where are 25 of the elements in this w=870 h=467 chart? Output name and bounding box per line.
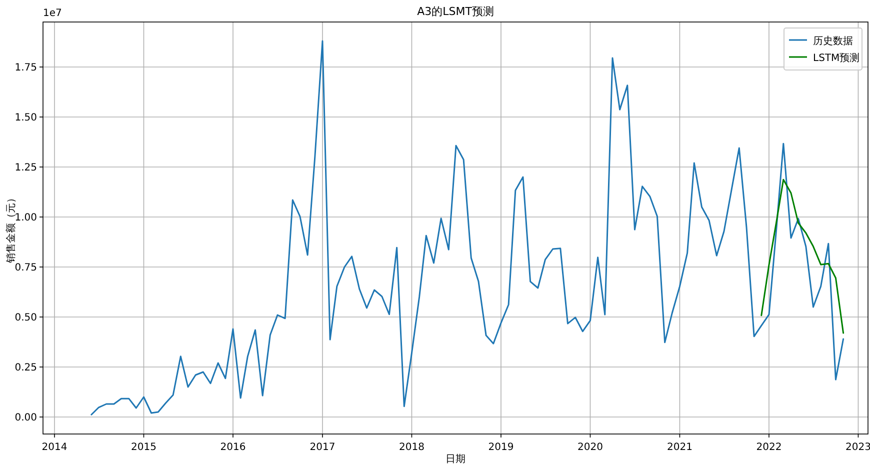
legend-label: 历史数据 [813,35,853,47]
x-axis-title: 日期 [446,453,466,465]
y-tick-label: 1.50 [14,112,37,124]
legend-label: LSTM预测 [813,52,860,64]
y-tick-label: 0.25 [14,362,37,374]
x-tick-label: 2019 [488,442,514,453]
x-tick-label: 2022 [756,442,782,453]
x-tick-label: 2014 [42,442,68,453]
y-tick-label: 1.25 [14,162,37,174]
x-tick-label: 2017 [310,442,336,453]
x-tick-label: 2015 [131,442,156,453]
x-tick-label: 2020 [578,442,603,453]
y-tick-label: 1.75 [14,62,37,74]
x-tick-label: 2018 [399,442,424,453]
y-axis-title: 销售金额（元） [5,193,17,264]
y-tick-label: 0.50 [14,312,37,324]
y-tick-label: 1.00 [14,212,37,224]
y-tick-label: 0.00 [14,412,37,424]
x-tick-label: 2016 [220,442,246,453]
chart-title: A3的LSMT预测 [417,5,494,18]
x-tick-label: 2023 [845,442,870,453]
line-series [760,178,844,334]
x-tick-label: 2021 [666,442,692,453]
y-tick-label: 0.75 [14,262,37,274]
text: 1e7 [43,8,62,19]
